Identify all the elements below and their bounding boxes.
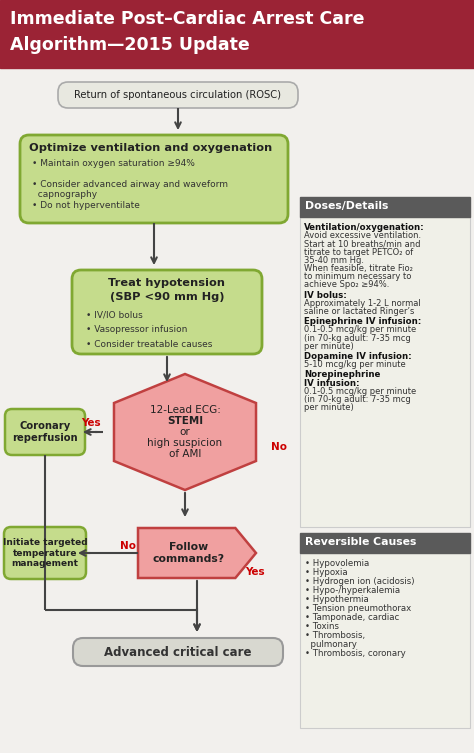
Text: • Consider advanced airway and waveform
  capnography: • Consider advanced airway and waveform …: [32, 180, 228, 200]
Text: No: No: [271, 442, 287, 452]
Text: per minute): per minute): [304, 403, 354, 412]
FancyBboxPatch shape: [58, 82, 298, 108]
Text: STEMI: STEMI: [167, 416, 203, 426]
Text: per minute): per minute): [304, 342, 354, 351]
FancyBboxPatch shape: [20, 135, 288, 223]
Text: Approximately 1-2 L normal: Approximately 1-2 L normal: [304, 299, 421, 308]
FancyBboxPatch shape: [4, 527, 86, 579]
Text: • Hypovolemia: • Hypovolemia: [305, 559, 369, 568]
Text: • Maintain oxygen saturation ≥94%: • Maintain oxygen saturation ≥94%: [32, 159, 195, 168]
Text: Start at 10 breaths/min and: Start at 10 breaths/min and: [304, 239, 420, 248]
Text: IV bolus:: IV bolus:: [304, 291, 347, 300]
Text: Follow
commands?: Follow commands?: [153, 542, 225, 564]
Text: Optimize ventilation and oxygenation: Optimize ventilation and oxygenation: [29, 143, 272, 153]
Text: Yes: Yes: [245, 567, 264, 577]
Bar: [300, 533, 470, 553]
Bar: [0, 0, 474, 68]
Text: • Hypothermia: • Hypothermia: [305, 595, 369, 604]
Text: • Tension pneumothorax: • Tension pneumothorax: [305, 604, 411, 613]
Text: • Tamponade, cardiac: • Tamponade, cardiac: [305, 613, 399, 622]
Text: to minimum necessary to: to minimum necessary to: [304, 272, 411, 281]
Text: • Hydrogen ion (acidosis): • Hydrogen ion (acidosis): [305, 577, 414, 586]
Text: (in 70-kg adult: 7-35 mcg: (in 70-kg adult: 7-35 mcg: [304, 334, 411, 343]
Text: achieve Spo₂ ≥94%.: achieve Spo₂ ≥94%.: [304, 280, 389, 289]
Text: (in 70-kg adult: 7-35 mcg: (in 70-kg adult: 7-35 mcg: [304, 395, 411, 404]
Text: • Thrombosis, coronary: • Thrombosis, coronary: [305, 649, 406, 658]
Text: 5-10 mcg/kg per minute: 5-10 mcg/kg per minute: [304, 360, 406, 369]
Text: • Hypoxia: • Hypoxia: [305, 568, 347, 577]
Text: Epinephrine IV infusion:: Epinephrine IV infusion:: [304, 317, 421, 326]
Text: Yes: Yes: [82, 418, 101, 428]
Text: When feasible, titrate Fio₂: When feasible, titrate Fio₂: [304, 264, 413, 273]
Text: No: No: [120, 541, 136, 551]
Text: • Toxins: • Toxins: [305, 622, 339, 631]
Text: Ventilation/oxygenation:: Ventilation/oxygenation:: [304, 223, 425, 232]
Text: Doses/Details: Doses/Details: [305, 201, 388, 211]
Polygon shape: [114, 374, 256, 490]
Text: Initiate targeted
temperature
management: Initiate targeted temperature management: [3, 538, 87, 568]
Polygon shape: [138, 528, 256, 578]
Text: Algorithm—2015 Update: Algorithm—2015 Update: [10, 36, 250, 54]
Text: • Thrombosis,: • Thrombosis,: [305, 631, 365, 640]
Text: • IV/IO bolus: • IV/IO bolus: [86, 310, 143, 319]
Text: Return of spontaneous circulation (ROSC): Return of spontaneous circulation (ROSC): [74, 90, 282, 100]
FancyBboxPatch shape: [73, 638, 283, 666]
FancyBboxPatch shape: [72, 270, 262, 354]
Text: 12-Lead ECG:: 12-Lead ECG:: [150, 405, 220, 415]
Bar: [300, 197, 470, 217]
Text: or: or: [180, 427, 191, 437]
Text: (SBP <90 mm Hg): (SBP <90 mm Hg): [110, 292, 224, 302]
Text: pulmonary: pulmonary: [305, 640, 357, 649]
Text: of AMI: of AMI: [169, 449, 201, 459]
Text: Norepinephrine: Norepinephrine: [304, 370, 380, 380]
Text: • Vasopressor infusion: • Vasopressor infusion: [86, 325, 187, 334]
Text: Advanced critical care: Advanced critical care: [104, 645, 252, 659]
Text: Avoid excessive ventilation.: Avoid excessive ventilation.: [304, 231, 421, 240]
Text: 35-40 mm Hg.: 35-40 mm Hg.: [304, 256, 364, 265]
Bar: [300, 553, 470, 728]
Text: saline or lactated Ringer’s: saline or lactated Ringer’s: [304, 307, 414, 316]
Bar: [300, 217, 470, 527]
Text: high suspicion: high suspicion: [147, 438, 223, 448]
Text: titrate to target PETCO₂ of: titrate to target PETCO₂ of: [304, 248, 413, 257]
Text: Dopamine IV infusion:: Dopamine IV infusion:: [304, 352, 411, 361]
Text: • Hypo-/hyperkalemia: • Hypo-/hyperkalemia: [305, 586, 400, 595]
Text: IV infusion:: IV infusion:: [304, 379, 359, 388]
Text: Coronary
reperfusion: Coronary reperfusion: [12, 421, 78, 443]
Text: • Consider treatable causes: • Consider treatable causes: [86, 340, 212, 349]
FancyBboxPatch shape: [5, 409, 85, 455]
Text: Treat hypotension: Treat hypotension: [109, 278, 226, 288]
Text: 0.1-0.5 mcg/kg per minute: 0.1-0.5 mcg/kg per minute: [304, 325, 416, 334]
Text: Immediate Post–Cardiac Arrest Care: Immediate Post–Cardiac Arrest Care: [10, 10, 365, 28]
Text: Reversible Causes: Reversible Causes: [305, 537, 416, 547]
Text: 0.1-0.5 mcg/kg per minute: 0.1-0.5 mcg/kg per minute: [304, 387, 416, 396]
Text: • Do not hyperventilate: • Do not hyperventilate: [32, 201, 140, 210]
